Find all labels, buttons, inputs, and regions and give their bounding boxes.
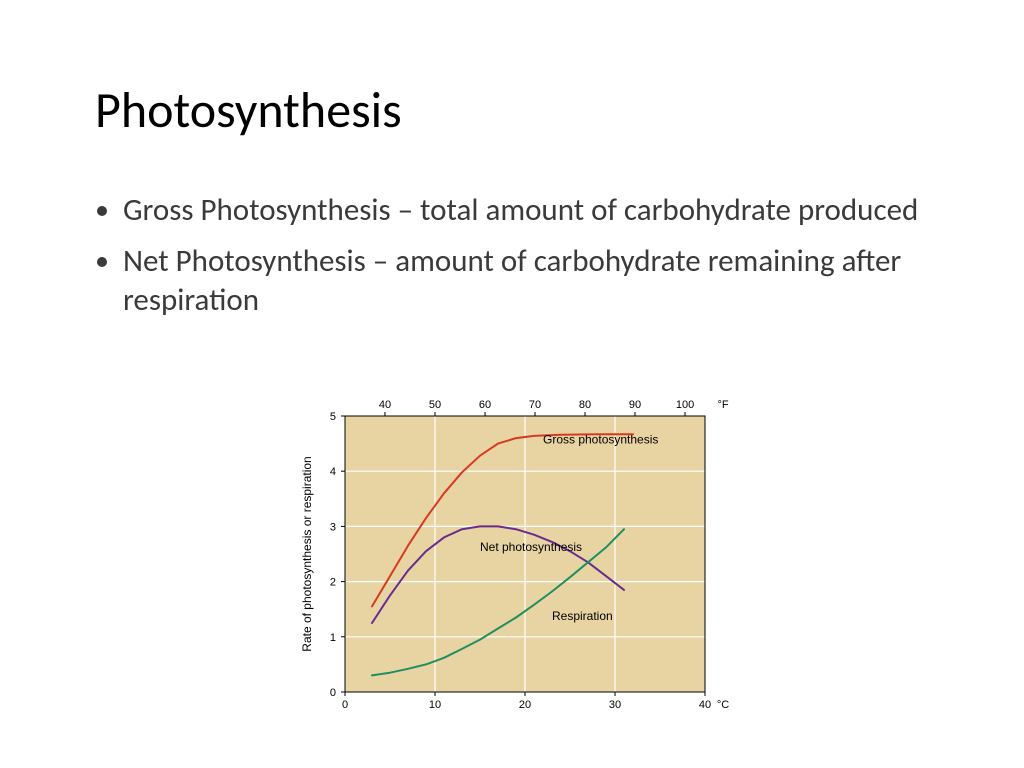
- top-tick-label: 100: [676, 399, 694, 411]
- bottom-tick-label: 20: [519, 699, 531, 711]
- series-label: Net photosynthesis: [480, 540, 582, 554]
- series-label: Gross photosynthesis: [543, 433, 658, 447]
- bullet-item: Net Photosynthesis – amount of carbohydr…: [123, 242, 929, 320]
- bottom-tick-label: 40: [699, 699, 711, 711]
- y-tick-label: 4: [330, 466, 336, 478]
- y-tick-label: 2: [330, 577, 336, 589]
- top-tick-label: 90: [629, 399, 641, 411]
- top-tick-label: 70: [529, 399, 541, 411]
- rate-temperature-chart: 40 50 60 70 80 90 100 °F 0 10 20 30 40 °C 0 1 2 3 4 5 Rate o…: [285, 392, 745, 722]
- series-label: Respiration: [552, 609, 613, 623]
- y-tick-label: 3: [330, 521, 336, 533]
- top-unit-label: °F: [717, 399, 728, 411]
- page-title: Photosynthesis: [95, 80, 929, 141]
- top-tick-label: 80: [579, 399, 591, 411]
- y-tick-label: 0: [330, 687, 336, 699]
- bottom-tick-label: 30: [609, 699, 621, 711]
- bullet-list: Gross Photosynthesis – total amount of c…: [95, 191, 929, 319]
- y-tick-label: 1: [330, 632, 336, 644]
- top-tick-label: 40: [379, 399, 391, 411]
- y-axis-label: Rate of photosynthesis or respiration: [300, 456, 314, 651]
- bullet-item: Gross Photosynthesis – total amount of c…: [123, 191, 929, 230]
- bottom-unit-label: °C: [717, 699, 729, 711]
- y-tick-label: 5: [330, 411, 336, 423]
- bottom-tick-label: 0: [342, 699, 348, 711]
- top-tick-label: 50: [429, 399, 441, 411]
- bottom-tick-label: 10: [429, 699, 441, 711]
- top-tick-label: 60: [479, 399, 491, 411]
